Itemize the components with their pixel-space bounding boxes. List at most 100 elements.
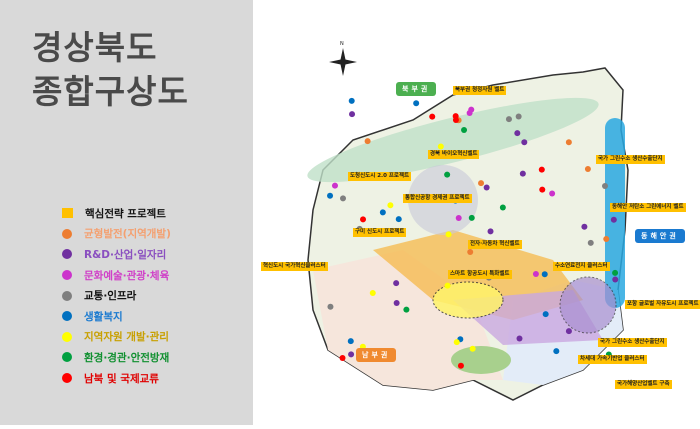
region-label-east: 동해안권 (635, 229, 685, 243)
legend-label: 생활복지 (84, 310, 123, 323)
legend-item: 문화예술·관광·체육 (62, 265, 171, 286)
map-marker (539, 186, 546, 193)
map-marker (393, 280, 400, 287)
map-marker (519, 170, 526, 177)
pohang-zone (559, 276, 617, 334)
region-label-south: 남부권 (356, 348, 397, 362)
map-marker (541, 271, 548, 278)
legend-item: R&D·산업·일자리 (62, 244, 171, 265)
map-marker (612, 269, 619, 276)
legend-label: 핵심전략 프로젝트 (85, 207, 166, 220)
map-marker (610, 216, 617, 223)
project-label: 국가 그린수소 생산수출단지 (598, 338, 667, 347)
map-marker (461, 127, 468, 134)
circle-marker-icon (62, 352, 72, 363)
map-marker (331, 182, 338, 189)
project-label: 도청신도시 2.0 프로젝트 (348, 172, 412, 181)
map-marker (445, 231, 452, 238)
map-marker (444, 282, 451, 289)
map-marker (360, 216, 367, 223)
map-marker (347, 338, 354, 345)
legend-item: 환경·경관·안전방재 (62, 347, 171, 368)
legend-label: 문화예술·관광·체육 (84, 269, 170, 282)
map-marker (327, 192, 334, 199)
project-label: 혁신도시 국가혁신클러스터 (261, 262, 328, 271)
map-marker (514, 130, 521, 137)
map-marker (455, 215, 462, 222)
map-marker (457, 362, 464, 369)
map-marker (553, 348, 560, 355)
daegu-zone (451, 346, 511, 374)
project-label: 포항 글로벌 자유도시 프로젝트 (625, 300, 700, 309)
map-marker (516, 335, 523, 342)
map-marker (603, 236, 610, 243)
map-marker (452, 113, 459, 120)
legend-label: 교통·인프라 (84, 290, 137, 303)
map-marker (499, 204, 506, 211)
map-graphic: N (307, 41, 629, 401)
circle-marker-icon (62, 290, 72, 301)
map-marker (437, 143, 444, 150)
legend-label: 환경·경관·안전방재 (84, 351, 170, 364)
map-marker (369, 289, 376, 296)
map-marker (393, 300, 400, 307)
square-marker-icon (62, 208, 73, 219)
compass-label: N (340, 41, 344, 47)
map-marker (327, 303, 334, 310)
project-label: 통합신공항 경제권 프로젝트 (403, 194, 472, 203)
north-belt (307, 97, 599, 183)
map-marker (379, 209, 386, 216)
project-label: 구미 신도시 프로젝트 (353, 228, 407, 237)
map-marker (584, 166, 591, 173)
project-label: 수소연료전지 클러스터 (553, 262, 610, 271)
title-line-2: 종합구상도 (32, 72, 189, 111)
map-marker (468, 214, 475, 221)
map-marker (612, 276, 619, 283)
circle-marker-icon (62, 373, 72, 384)
map-marker (532, 270, 539, 277)
map: N 북부권 동해안권 남부권 북부권 청정자원 벨트 경북 바이오혁신벨트 도청신도… (253, 0, 700, 425)
map-marker (466, 109, 473, 116)
map-marker (403, 306, 410, 313)
project-label: 국가해양산업벨트 구축 (615, 380, 672, 389)
legend-label: 균형발전(지역개발) (84, 228, 171, 241)
map-marker (581, 223, 588, 230)
map-marker (429, 113, 436, 120)
legend-label: 지역자원 개발·관리 (84, 331, 169, 344)
map-marker (339, 354, 346, 361)
map-marker (348, 97, 355, 104)
project-label: 동해안 저탄소 그린에너지 벨트 (610, 203, 686, 212)
map-marker (587, 239, 594, 246)
map-marker (505, 116, 512, 123)
legend-item: 지역자원 개발·관리 (62, 327, 171, 348)
map-marker (349, 111, 356, 118)
project-label: 전자·자동차 혁신벨트 (468, 240, 522, 249)
title-line-1: 경상북도 (32, 28, 158, 67)
legend-item: 균형발전(지역개발) (62, 224, 171, 245)
circle-marker-icon (62, 270, 72, 281)
map-marker (387, 202, 394, 209)
east-coast-belt (605, 118, 625, 308)
map-marker (395, 216, 402, 223)
gumi-zone (432, 281, 504, 319)
map-marker (487, 228, 494, 235)
map-marker (515, 113, 522, 120)
project-label: 국가 그린수소 생산수출단지 (596, 155, 665, 164)
map-marker (521, 139, 528, 146)
map-marker (478, 180, 485, 187)
circle-marker-icon (62, 331, 72, 342)
legend-label: R&D·산업·일자리 (84, 248, 167, 261)
page-title: 경상북도 종합구상도 (32, 26, 189, 114)
map-marker (565, 328, 572, 335)
project-label: 차세대 가속기반업 클러스터 (578, 355, 647, 364)
map-marker (340, 195, 347, 202)
map-marker (453, 339, 460, 346)
project-label: 경북 바이오혁신벨트 (428, 150, 480, 159)
map-marker (538, 166, 545, 173)
map-marker (602, 182, 609, 189)
map-marker (364, 138, 371, 145)
legend-item: 교통·인프라 (62, 285, 171, 306)
project-label: 스마트 항공도시 특화벨트 (448, 270, 512, 279)
map-marker (444, 171, 451, 178)
